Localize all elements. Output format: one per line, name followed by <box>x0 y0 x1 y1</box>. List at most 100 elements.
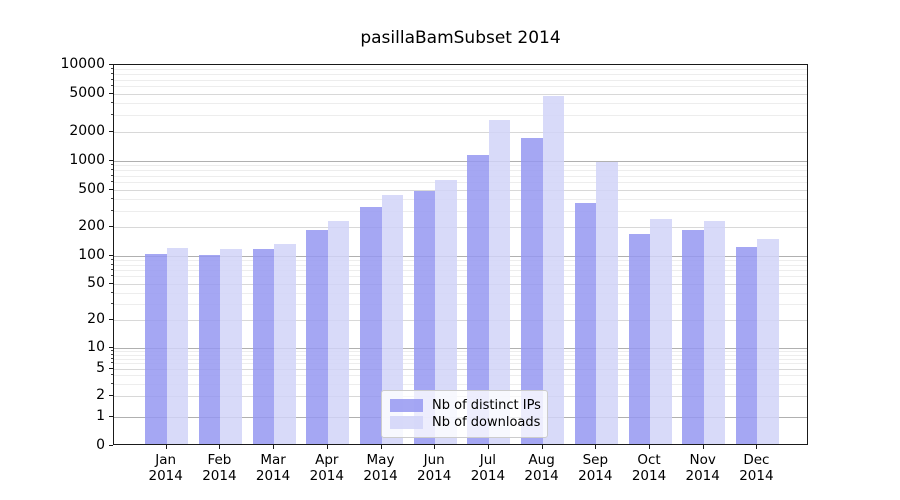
y-tick-minor <box>111 303 113 305</box>
bar-ips-may <box>360 206 382 444</box>
legend-row-downloads: Nb of downloads <box>390 414 541 431</box>
y-gridline-minor <box>114 363 807 365</box>
y-tick-minor <box>111 291 113 293</box>
y-gridline <box>114 132 807 134</box>
y-tick-minor <box>111 68 113 70</box>
x-tick <box>649 445 650 449</box>
y-gridline-minor <box>114 170 807 172</box>
y-gridline-minor <box>114 264 807 266</box>
x-tick <box>273 445 275 449</box>
x-tick-label-mar: Mar 2014 <box>255 452 291 484</box>
y-tick-minor <box>111 102 113 104</box>
y-tick <box>109 188 113 190</box>
bar-downloads-dec <box>757 238 779 444</box>
y-gridline <box>114 283 807 285</box>
y-gridline-minor <box>114 210 807 212</box>
y-tick-minor <box>111 114 113 116</box>
x-tick <box>756 445 758 449</box>
y-tick-minor <box>111 181 113 183</box>
y-tick <box>109 319 113 321</box>
legend-swatch-downloads <box>390 416 423 429</box>
y-gridline-minor <box>114 354 807 356</box>
y-gridline <box>114 161 807 162</box>
bar-ips-oct <box>628 233 650 444</box>
x-tick <box>434 445 436 449</box>
y-gridline-minor <box>114 260 807 262</box>
y-gridline-minor <box>114 375 807 377</box>
legend: Nb of distinct IPs Nb of downloads <box>381 390 548 438</box>
y-gridline-minor <box>114 115 807 117</box>
y-tick <box>109 131 113 133</box>
x-tick-label-aug: Aug 2014 <box>524 452 559 484</box>
bar-downloads-jun <box>435 179 457 444</box>
y-tick <box>109 92 113 94</box>
y-gridline-minor <box>114 276 807 278</box>
y-tick-minor <box>111 383 113 385</box>
x-tick <box>702 445 704 449</box>
y-tick-label: 1 <box>96 408 105 424</box>
bar-downloads-nov <box>703 221 726 444</box>
y-tick-minor <box>111 374 113 376</box>
y-gridline-minor <box>114 358 807 360</box>
y-tick <box>109 367 113 369</box>
x-tick <box>595 445 597 449</box>
y-gridline <box>114 227 807 229</box>
bar-downloads-aug <box>542 95 565 444</box>
y-tick-label: 200 <box>78 218 105 235</box>
y-tick <box>109 160 113 161</box>
x-tick <box>541 445 543 449</box>
y-tick <box>109 255 113 256</box>
bar-ips-mar <box>252 248 275 444</box>
y-tick <box>109 64 113 65</box>
y-gridline-minor <box>114 165 807 167</box>
bar-downloads-may <box>381 194 403 444</box>
bar-downloads-apr <box>327 221 350 444</box>
x-tick-label-may: May 2014 <box>363 452 398 484</box>
y-gridline-minor <box>114 79 807 81</box>
bar-ips-jun <box>413 190 436 444</box>
y-gridline-minor <box>114 292 807 294</box>
bar-downloads-oct <box>650 219 672 444</box>
legend-label-downloads: Nb of downloads <box>432 415 541 430</box>
y-tick-minor <box>111 350 113 352</box>
y-tick-minor <box>111 259 113 261</box>
x-tick-label-nov: Nov 2014 <box>685 452 720 484</box>
y-tick-label: 2 <box>96 387 105 404</box>
y-gridline-minor <box>114 304 807 306</box>
y-gridline <box>114 368 807 370</box>
x-tick-label-feb: Feb 2014 <box>202 452 237 484</box>
y-tick-minor <box>111 164 113 166</box>
bar-downloads-mar <box>274 244 296 444</box>
y-gridline-minor <box>114 175 807 177</box>
x-tick-label-oct: Oct 2014 <box>631 452 667 484</box>
y-tick-minor <box>111 269 113 271</box>
bar-downloads-jul <box>488 119 511 444</box>
y-gridline <box>114 93 807 95</box>
y-gridline <box>114 348 807 349</box>
legend-row-distinct-ips: Nb of distinct IPs <box>390 397 541 414</box>
x-tick <box>165 445 167 449</box>
y-tick <box>109 416 113 417</box>
y-tick <box>109 347 113 348</box>
legend-label-distinct-ips: Nb of distinct IPs <box>432 398 541 413</box>
y-tick-label: 1000 <box>69 152 105 168</box>
bar-ips-apr <box>306 230 328 444</box>
y-tick-minor <box>111 353 113 355</box>
x-tick <box>326 445 328 449</box>
bar-ips-dec <box>735 247 758 444</box>
y-tick-minor <box>111 169 113 171</box>
x-tick-label-jul: Jul 2014 <box>470 452 506 484</box>
y-tick-label: 10 <box>87 339 105 355</box>
y-gridline-minor <box>114 103 807 105</box>
y-tick-minor <box>111 174 113 176</box>
y-tick-minor <box>111 85 113 87</box>
y-tick-label: 5000 <box>69 84 105 101</box>
bar-downloads-feb <box>220 249 242 444</box>
bar-downloads-jan <box>166 248 189 444</box>
plot-area: Nb of distinct IPs Nb of downloads <box>113 64 808 445</box>
chart-title: pasillaBamSubset 2014 <box>360 28 561 48</box>
bar-ips-sep <box>574 202 597 444</box>
bar-ips-feb <box>198 254 221 444</box>
y-tick-minor <box>111 73 113 75</box>
y-tick <box>109 282 113 284</box>
